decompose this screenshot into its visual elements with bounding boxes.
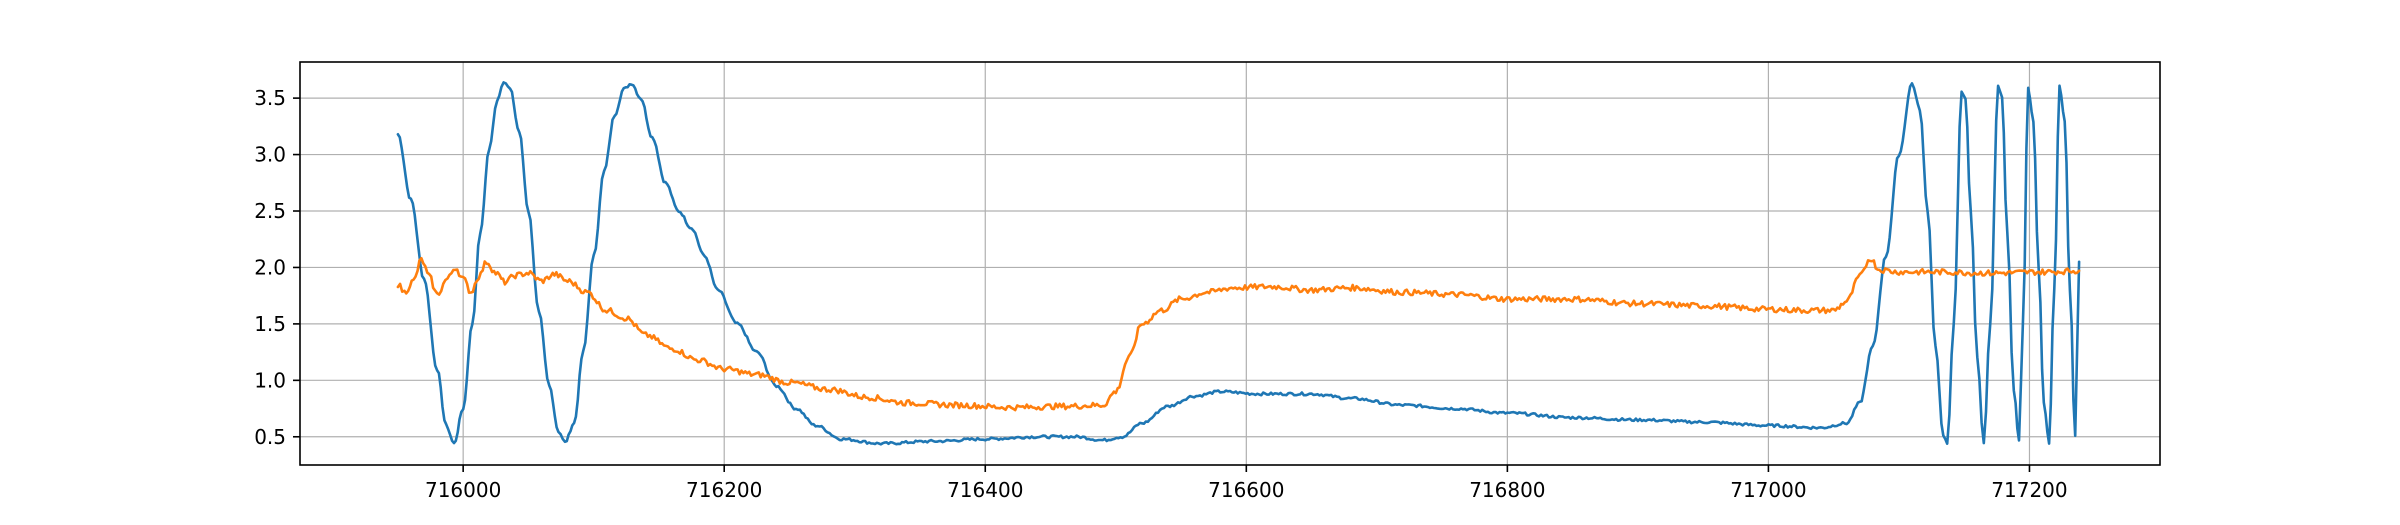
x-tick-label: 716800 — [1469, 478, 1545, 502]
grid-layer — [300, 62, 2160, 465]
x-tick-label: 717000 — [1730, 478, 1806, 502]
y-tick-label: 1.5 — [254, 312, 286, 336]
y-tick-label: 1.0 — [254, 368, 286, 392]
y-tick-label: 3.5 — [254, 86, 286, 110]
tick-layer: 716000 716200 716400 716600 716800 717000 7172… — [254, 86, 2067, 502]
y-tick-label: 2.5 — [254, 199, 286, 223]
plot-frame — [299, 61, 2161, 466]
x-tick-label: 716400 — [947, 478, 1023, 502]
x-tick-label: 716200 — [686, 478, 762, 502]
x-tick-label: 716000 — [425, 478, 501, 502]
series-line-1 — [396, 81, 2081, 446]
series-layer — [396, 81, 2081, 446]
y-tick-label: 3.0 — [254, 143, 286, 167]
x-tick-label: 716600 — [1208, 478, 1284, 502]
axes-layer — [299, 61, 2161, 466]
x-tick-label: 717200 — [1991, 478, 2067, 502]
series-line-2 — [396, 256, 2081, 412]
y-tick-label: 2.0 — [254, 255, 286, 279]
y-tick-label: 0.5 — [254, 425, 286, 449]
